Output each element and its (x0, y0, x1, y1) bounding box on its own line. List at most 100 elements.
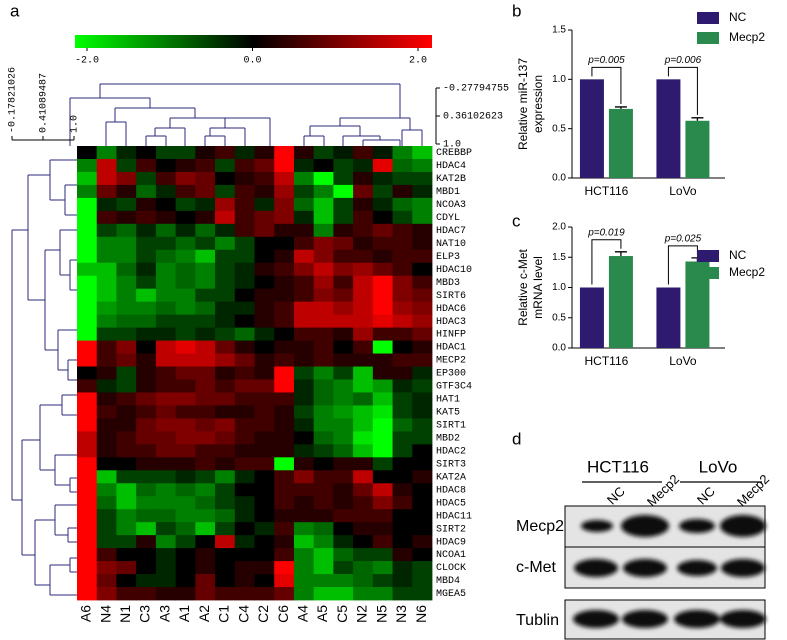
heatmap-cell (372, 210, 393, 225)
heatmap-cell (353, 275, 374, 290)
heatmap-cell (333, 548, 354, 562)
heatmap-cell (155, 548, 177, 562)
heatmap-cell (215, 522, 236, 536)
heatmap-cell (353, 210, 374, 225)
heatmap-cell (333, 327, 354, 341)
heatmap-cell (77, 171, 98, 186)
heatmap-cell (254, 535, 275, 549)
heatmap-cell (313, 392, 334, 406)
heatmap-cell (77, 509, 98, 523)
heatmap-cell (313, 262, 334, 277)
heatmap-cell (116, 223, 137, 238)
heatmap-cell (116, 249, 137, 264)
heatmap-cell (412, 431, 433, 445)
heatmap-cell (175, 210, 196, 225)
heatmap-cell (195, 535, 216, 549)
heatmap-cell (96, 340, 117, 354)
heatmap-cell (412, 418, 433, 432)
column-label: N6 (413, 605, 429, 623)
heatmap-cell (392, 535, 413, 549)
heatmap-cell (195, 587, 216, 601)
heatmap-cell (392, 457, 413, 471)
heatmap-cell (96, 431, 117, 445)
heatmap-cell (77, 470, 98, 484)
lane-label: Mecp2 (734, 471, 772, 509)
heatmap-cell (96, 535, 117, 549)
heatmap-cell (372, 327, 393, 341)
heatmap-cell (155, 431, 177, 445)
heatmap-cell (234, 574, 255, 588)
heatmap-cell (175, 314, 196, 328)
heatmap-cell (195, 184, 216, 199)
heatmap-cell (234, 457, 255, 471)
heatmap-cell (392, 483, 413, 497)
heatmap-cell (175, 288, 196, 303)
heatmap-cell (155, 522, 177, 536)
heatmap-cell (274, 574, 295, 588)
heatmap-cell (234, 327, 255, 341)
heatmap-cell (155, 366, 177, 380)
heatmap-cell (136, 561, 157, 575)
heatmap-cell (234, 496, 255, 510)
row-label: HDAC5 (436, 498, 466, 509)
heatmap-cell (155, 418, 177, 432)
column-label: N5 (373, 605, 389, 623)
heatmap-cell (274, 184, 295, 199)
heatmap-cell (274, 418, 295, 432)
heatmap-cell (195, 301, 216, 316)
dendrogram-scale-label: 1.0 (70, 115, 81, 133)
heatmap-cell (274, 301, 295, 316)
heatmap-cell (234, 275, 255, 290)
heatmap-cell (372, 522, 393, 536)
heatmap-cell (215, 184, 236, 199)
heatmap-cell (96, 223, 117, 238)
heatmap-cell (333, 418, 354, 432)
heatmap-cell (136, 275, 157, 290)
heatmap-cell (254, 431, 275, 445)
heatmap-cell (353, 158, 374, 173)
heatmap-cell (313, 210, 334, 225)
heatmap-cell (215, 405, 236, 419)
heatmap-cell (77, 366, 98, 380)
heatmap-cell (195, 483, 216, 497)
heatmap-cell (77, 574, 98, 588)
heatmap-cell (215, 275, 236, 290)
heatmap-cell (333, 262, 354, 277)
lane-label: NC (604, 484, 628, 508)
heatmap-cell (155, 301, 177, 316)
heatmap-cell (155, 249, 177, 264)
heatmap-cell (372, 444, 393, 458)
heatmap-cell (155, 509, 177, 523)
row-label: MBD3 (436, 278, 460, 289)
heatmap-cell (175, 158, 196, 173)
row-label: CDYL (436, 213, 460, 224)
heatmap-cell (333, 249, 354, 264)
heatmap-cell (412, 171, 433, 186)
heatmap-cell (195, 444, 216, 458)
heatmap-cell (392, 197, 413, 212)
heatmap-cell (254, 444, 275, 458)
heatmap-cell (333, 197, 354, 212)
heatmap-cell (116, 301, 137, 316)
heatmap-cell (96, 158, 117, 173)
heatmap-cell (234, 431, 255, 445)
heatmap-cell (77, 146, 98, 160)
heatmap-cell (274, 457, 295, 471)
heatmap-cell (412, 210, 433, 225)
heatmap-cell (116, 327, 137, 341)
heatmap-cell (136, 146, 157, 160)
colorbar-tick-label: -2.0 (75, 56, 99, 67)
bar (656, 287, 681, 348)
heatmap-cell (274, 158, 295, 173)
heatmap-cell (136, 171, 157, 186)
heatmap-cell (195, 262, 216, 277)
heatmap-cell (353, 301, 374, 316)
heatmap-cell (136, 418, 157, 432)
heatmap-cell (353, 379, 374, 393)
error-bar (614, 106, 627, 109)
heatmap-cell (195, 418, 216, 432)
heatmap-cell (293, 275, 315, 290)
heatmap-cell (155, 392, 177, 406)
heatmap-cell (136, 184, 157, 199)
